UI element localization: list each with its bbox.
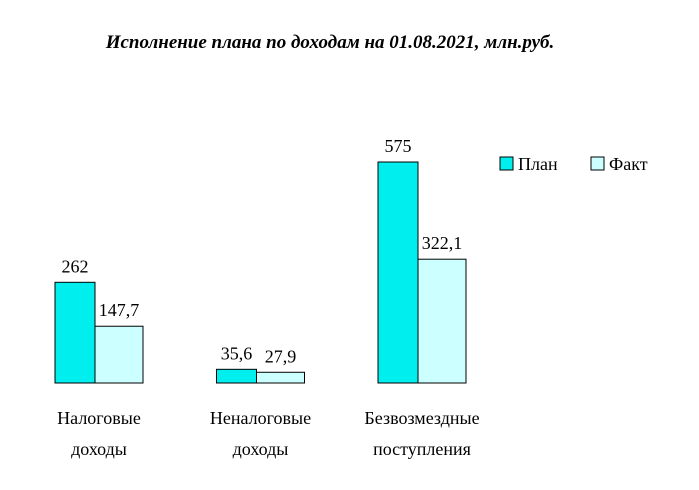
value-label: 575 xyxy=(385,136,412,156)
legend-swatch xyxy=(499,156,514,171)
legend-label: План xyxy=(518,154,558,174)
value-label: 147,7 xyxy=(99,300,140,320)
value-label: 322,1 xyxy=(422,233,463,253)
category-label: Неналоговые доходы xyxy=(209,408,312,459)
bar xyxy=(417,258,467,384)
value-label: 27,9 xyxy=(265,346,297,366)
bar xyxy=(54,281,96,384)
value-label: 262 xyxy=(62,256,89,276)
bar xyxy=(377,161,419,384)
chart-title: Исполнение плана по доходам на 01.08.202… xyxy=(105,32,555,53)
bar xyxy=(216,368,257,384)
bar xyxy=(256,371,305,384)
bar xyxy=(94,325,144,384)
legend-label: Факт xyxy=(609,154,648,174)
value-label: 35,6 xyxy=(221,343,253,363)
category-label: Безвозмездные поступления xyxy=(364,408,480,459)
category-label: Налоговые доходы xyxy=(57,408,141,459)
legend-swatch xyxy=(590,156,605,171)
